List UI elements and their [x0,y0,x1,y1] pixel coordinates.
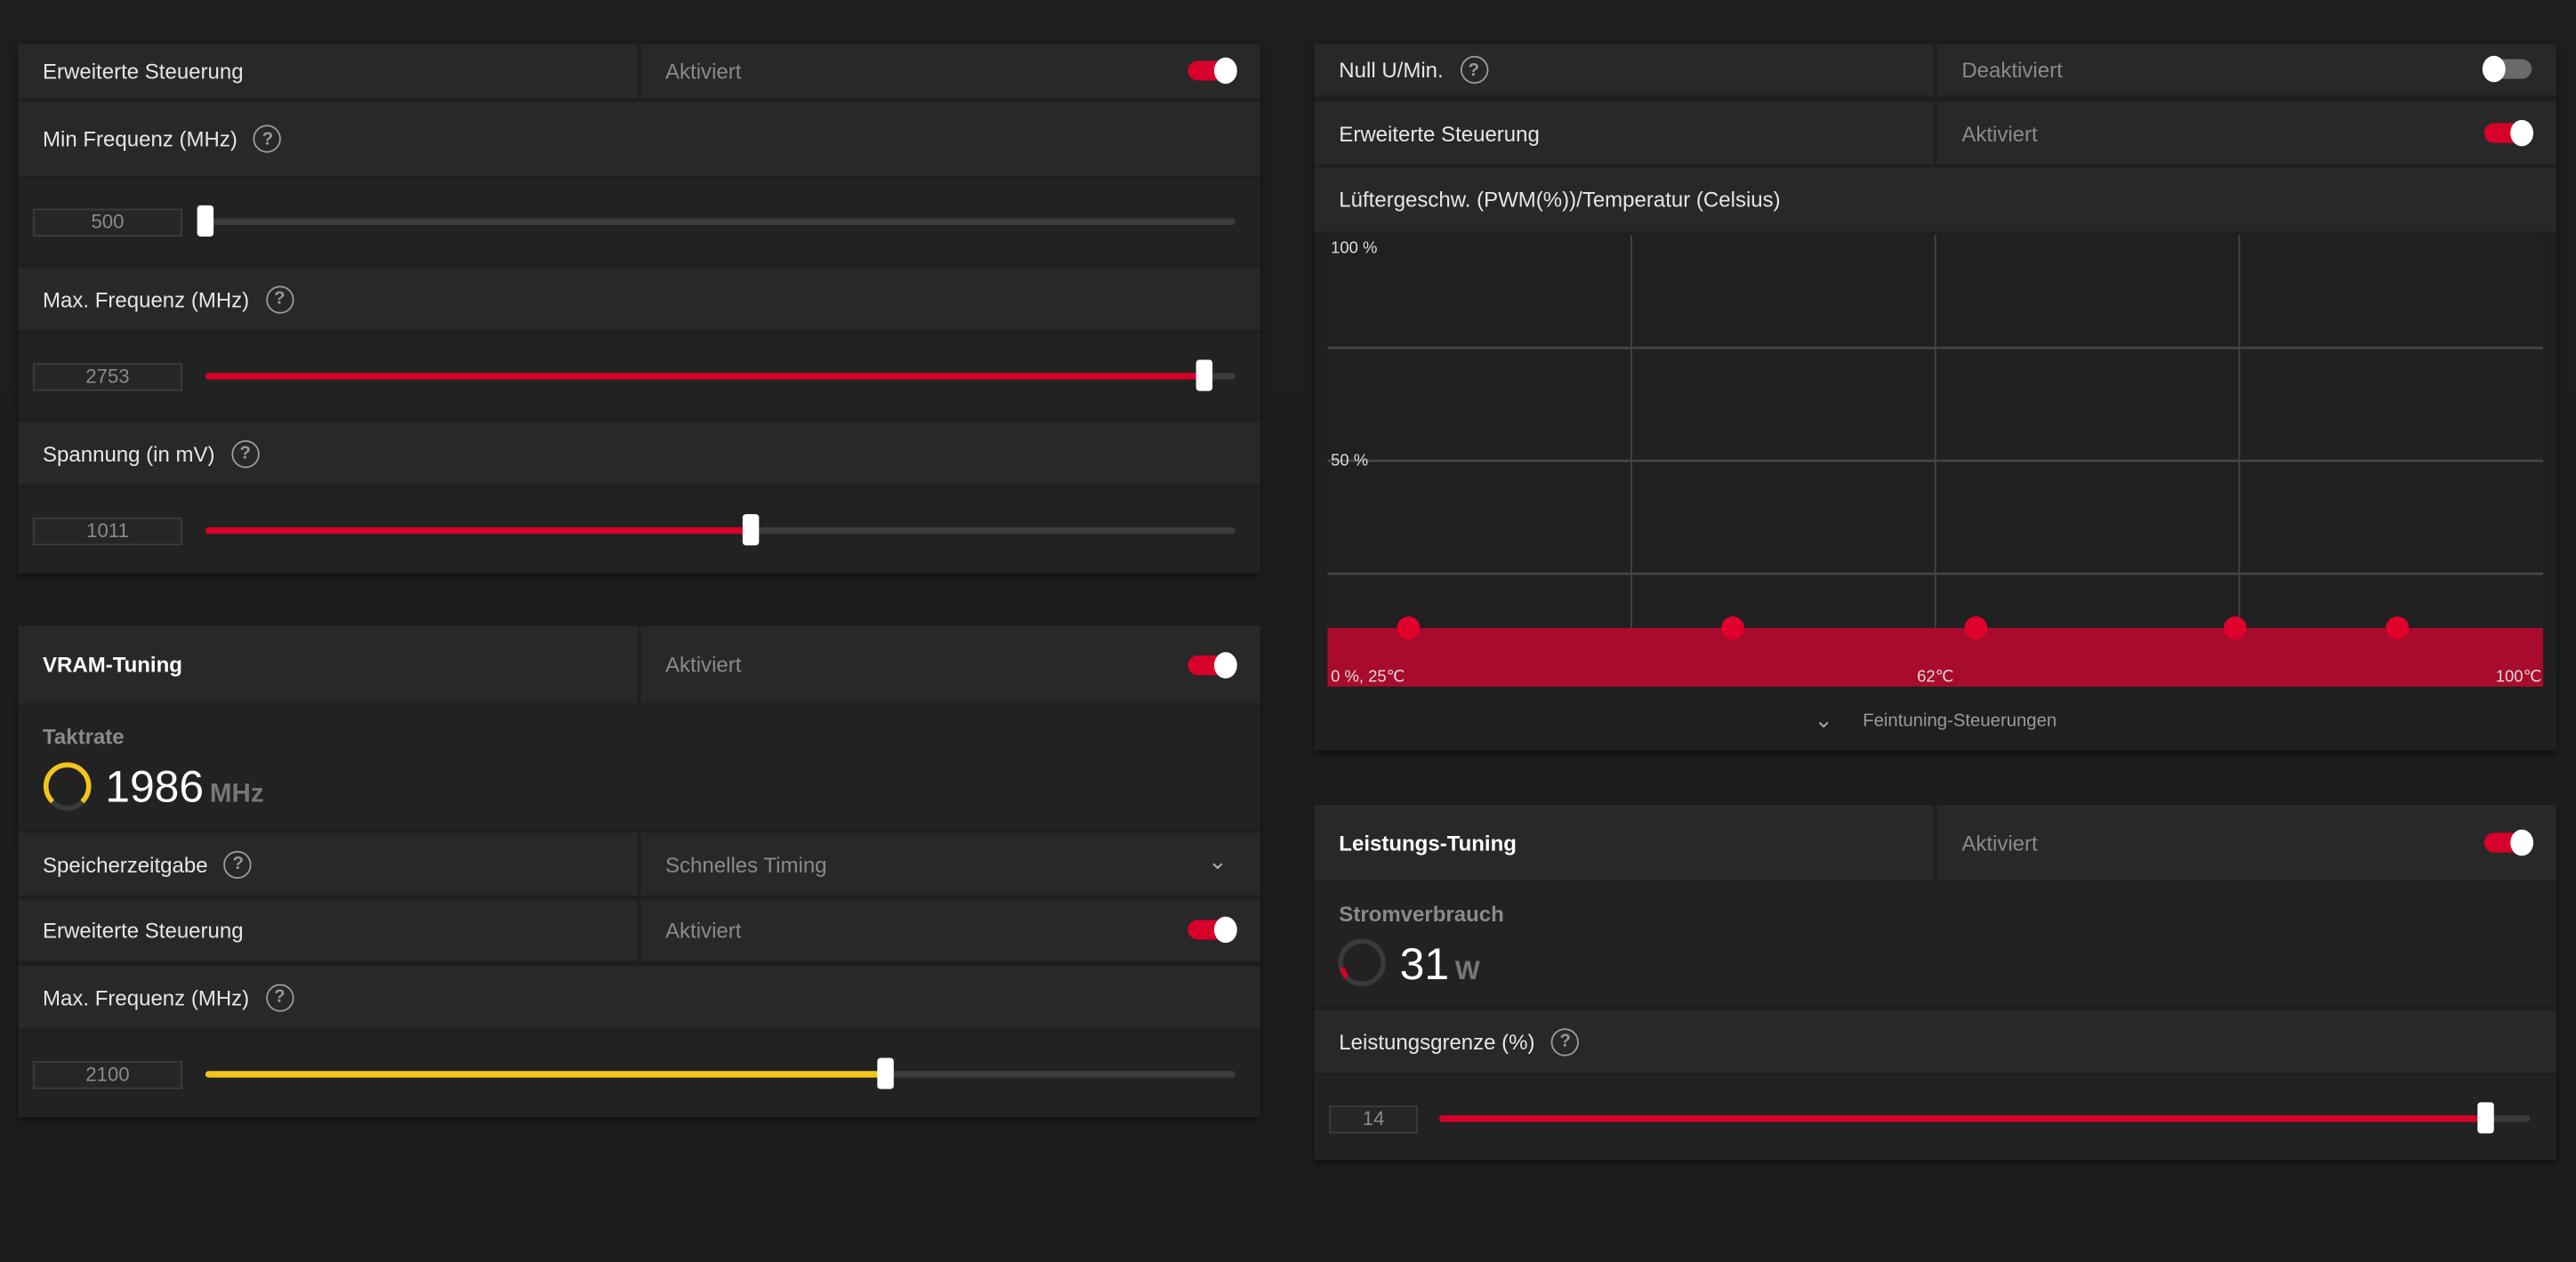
min-freq-header: Min Frequenz (MHz)? [18,101,1260,176]
x-tick-label: 62℃ [1917,667,1953,686]
vram-toggle[interactable] [1187,652,1237,679]
max-freq-label: Max. Frequenz (MHz) [43,286,250,312]
gauge-icon [1338,938,1386,987]
slider-fill [1438,1115,2487,1122]
help-icon[interactable]: ? [1551,1027,1580,1056]
power-usage-display: Stromverbrauch 31 W [1314,883,2556,1006]
max-freq-header: Max. Frequenz (MHz)? [18,268,1260,331]
fan-curve-point[interactable] [2223,616,2247,639]
fan-chart-title: Lüftergeschw. (PWM(%))/Temperatur (Celsi… [1339,187,1781,213]
fan-curve-point[interactable] [2386,616,2410,639]
slider-fill [205,1071,886,1078]
slider-thumb[interactable] [876,1057,894,1089]
min-freq-label: Min Frequenz (MHz) [43,126,237,151]
vram-clock-display: Taktrate 1986 MHz [18,706,1260,828]
vram-max-freq-slider[interactable] [205,1057,1236,1089]
zero-rpm-status: Deaktiviert [1961,57,2063,83]
power-limit-slider[interactable] [1438,1102,2531,1134]
max-freq-input[interactable]: 2753 [32,363,183,391]
x-tick-label: 100℃ [2496,667,2542,686]
voltage-input[interactable]: 1011 [32,517,183,546]
gauge-icon [43,762,92,811]
gpu-tuning-panel: Erweiterte Steuerung Aktiviert Min Frequ… [18,44,1260,574]
vram-title: VRAM-Tuning [43,652,182,677]
vram-tuning-panel: VRAM-Tuning Aktiviert Taktrate 1986 MHz … [18,625,1260,1117]
min-freq-input[interactable]: 500 [32,208,183,237]
zero-rpm-label: Null U/Min. [1339,57,1444,83]
vram-status: Aktiviert [665,652,742,677]
gpu-advanced-row: Erweiterte Steuerung Aktiviert [18,44,1260,99]
max-freq-slider-row: 2753 [18,333,1260,418]
clock-value: 1986 [105,762,205,812]
vram-max-freq-input[interactable]: 2100 [32,1061,183,1089]
gpu-advanced-status: Aktiviert [665,59,742,84]
gpu-advanced-toggle[interactable] [1187,57,1237,84]
timing-value: Schnelles Timing [665,851,827,877]
fine-tune-toggle[interactable]: ⌄ Feintuning-Steuerungen [1315,690,2556,751]
help-icon[interactable]: ? [1460,55,1488,84]
fan-curve-point[interactable] [1721,616,1744,639]
y-tick-label: 100 % [1331,237,1377,256]
power-tuning-panel: Leistungs-Tuning Aktiviert Stromverbrauc… [1314,805,2556,1160]
power-status: Aktiviert [1961,830,2038,856]
help-icon[interactable]: ? [224,849,253,879]
fan-advanced-label: Erweiterte Steuerung [1339,120,1540,146]
usage-label: Stromverbrauch [1339,902,1504,927]
fan-advanced-status: Aktiviert [1961,120,2038,146]
slider-thumb[interactable] [743,514,760,546]
slider-thumb[interactable] [197,205,214,237]
fan-curve-chart[interactable]: 100 % 50 % 0 %, 25℃ 62℃ 100℃ [1327,235,2544,687]
help-icon[interactable]: ? [254,125,282,153]
slider-fill [205,527,752,535]
timing-dropdown[interactable]: Schnelles Timing ⌄ [640,832,1260,896]
min-freq-slider[interactable] [197,205,1236,237]
y-tick-label: 50 % [1331,451,1368,470]
clock-unit: MHz [209,780,264,808]
vram-max-freq-label: Max. Frequenz (MHz) [43,985,250,1009]
max-freq-slider[interactable] [205,359,1236,391]
fan-advanced-toggle[interactable] [2483,119,2534,147]
power-limit-label: Leistungsgrenze (%) [1339,1029,1535,1054]
voltage-slider[interactable] [205,514,1236,546]
x-tick-label: 0 %, 25℃ [1331,667,1405,686]
gpu-advanced-label: Erweiterte Steuerung [43,59,244,84]
power-toggle[interactable] [2483,829,2534,856]
slider-thumb[interactable] [1195,359,1213,391]
voltage-slider-row: 1011 [18,487,1260,574]
fine-tune-label: Feintuning-Steuerungen [1863,710,2057,730]
usage-value: 31 [1399,939,1450,989]
vram-advanced-label: Erweiterte Steuerung [43,918,244,944]
slider-fill [205,373,1205,380]
fan-curve-area [1327,628,2544,687]
help-icon[interactable]: ? [265,285,294,313]
usage-unit: W [1454,957,1480,986]
clock-label: Taktrate [43,724,125,750]
help-icon[interactable]: ? [265,983,294,1011]
fan-tuning-panel: Null U/Min.? Deaktiviert Erweiterte Steu… [1314,44,2556,752]
vram-advanced-status: Aktiviert [665,918,742,944]
voltage-label: Spannung (in mV) [43,440,215,466]
fan-curve-point[interactable] [1397,616,1421,639]
vram-advanced-toggle[interactable] [1187,916,1237,944]
chevron-down-icon: ⌄ [1208,848,1228,874]
zero-rpm-toggle[interactable] [2482,55,2532,83]
fan-curve-point[interactable] [1964,616,1988,639]
power-title: Leistungs-Tuning [1339,830,1517,856]
min-freq-slider-row: 500 [18,179,1260,263]
slider-thumb[interactable] [2478,1102,2495,1134]
voltage-header: Spannung (in mV)? [18,422,1260,485]
timing-label: Speicherzeitgabe [43,851,208,877]
power-limit-input[interactable]: 14 [1329,1105,1418,1134]
help-icon[interactable]: ? [231,439,260,468]
chevron-down-icon: ⌄ [1814,706,1833,733]
